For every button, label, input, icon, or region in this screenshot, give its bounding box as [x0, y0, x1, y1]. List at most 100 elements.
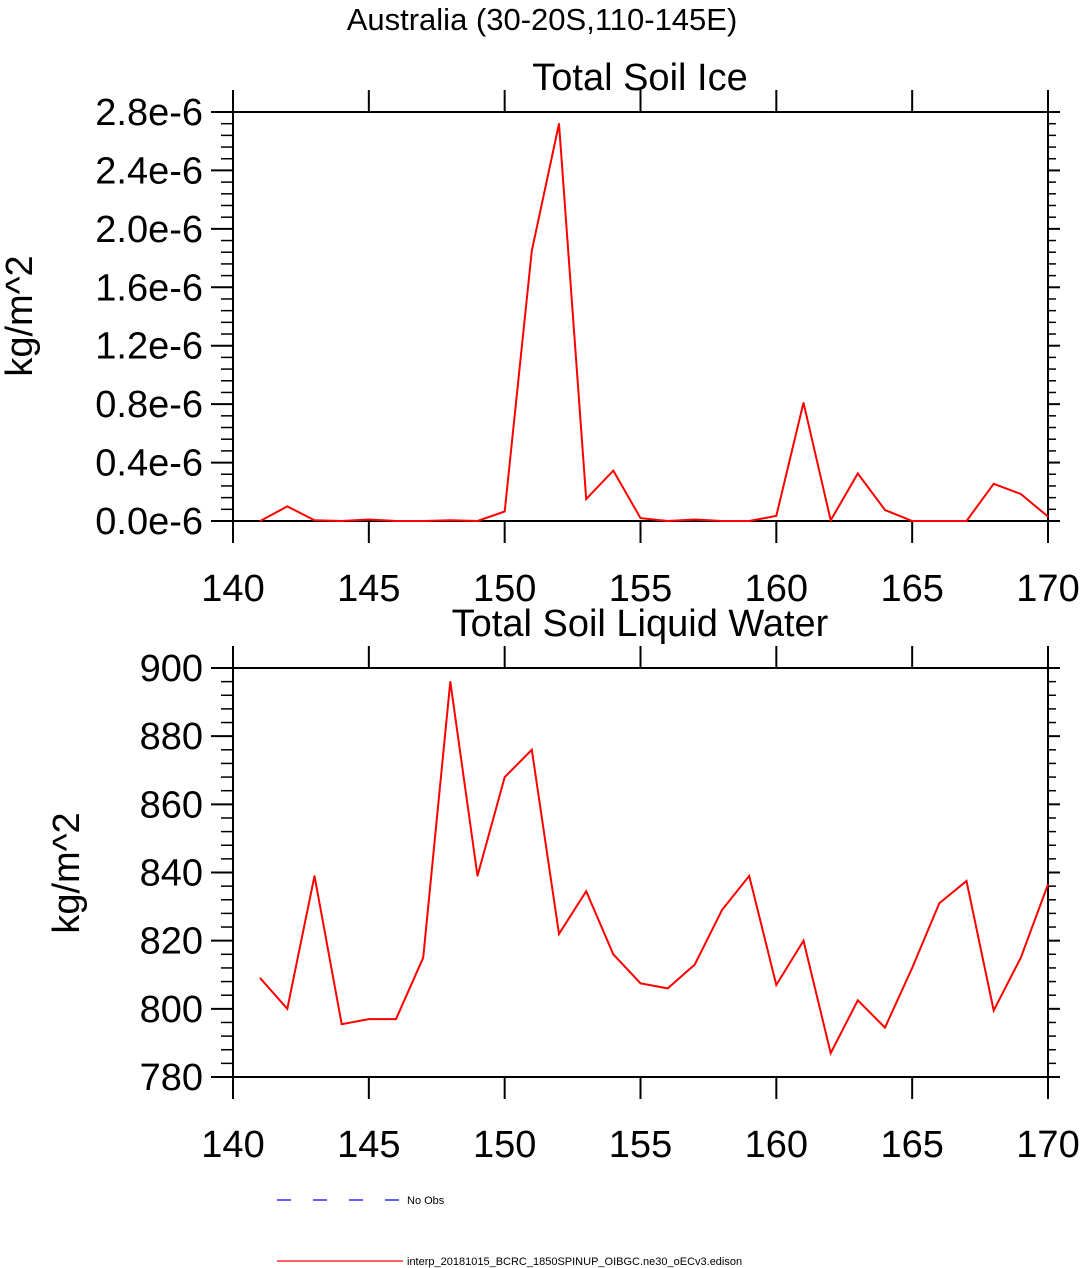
data-point-soil-liquid-water	[666, 987, 669, 990]
data-point-soil-ice	[775, 515, 778, 517]
x-tick-label-soil-ice: 170	[1016, 568, 1079, 610]
y-tick-label-soil-ice: 2.4e-6	[95, 150, 203, 192]
x-tick-label-soil-ice: 165	[880, 568, 943, 610]
x-tick-label-soil-ice: 150	[473, 568, 536, 610]
x-tick-label-soil-liquid-water: 145	[337, 1124, 400, 1166]
data-point-soil-ice	[503, 510, 506, 513]
data-point-soil-liquid-water	[340, 1023, 343, 1025]
plot-frame-soil-liquid-water	[232, 667, 1049, 1078]
data-point-soil-liquid-water	[585, 890, 587, 893]
x-tick-label-soil-ice: 160	[745, 568, 808, 610]
data-point-soil-ice	[666, 520, 669, 522]
y-tick-label-soil-ice: 0.4e-6	[95, 443, 203, 485]
data-point-soil-liquid-water	[558, 933, 560, 935]
data-point-soil-liquid-water	[422, 956, 424, 959]
y-tick-label-soil-liquid-water: 820	[140, 921, 203, 963]
data-point-soil-liquid-water	[829, 1052, 832, 1054]
y-tick-label-soil-liquid-water: 860	[140, 784, 203, 826]
legend: No Obs interp_20181015_BCRC_1850SPINUP_O…	[277, 1195, 742, 1268]
data-point-soil-ice	[585, 498, 587, 500]
y-tick-label-soil-ice: 2.0e-6	[95, 209, 203, 251]
data-point-soil-liquid-water	[476, 875, 479, 877]
data-point-soil-liquid-water	[639, 982, 642, 985]
data-point-soil-liquid-water	[938, 902, 941, 904]
data-point-soil-ice	[313, 519, 316, 522]
data-point-soil-ice	[694, 518, 696, 521]
data-point-soil-ice	[476, 520, 479, 522]
data-point-soil-liquid-water	[802, 939, 805, 942]
data-point-soil-ice	[965, 520, 968, 522]
y-tick-label-soil-liquid-water: 840	[140, 853, 203, 895]
data-point-soil-ice	[1020, 493, 1022, 495]
data-point-soil-ice	[884, 509, 886, 511]
x-tick-label-soil-liquid-water: 160	[745, 1124, 808, 1166]
data-point-soil-ice	[857, 472, 859, 475]
figure-title: Australia (30-20S,110-145E)	[347, 2, 738, 37]
data-point-soil-liquid-water	[449, 680, 452, 683]
data-point-soil-ice	[721, 520, 723, 522]
data-point-soil-liquid-water	[368, 1018, 370, 1020]
data-point-soil-liquid-water	[503, 776, 506, 778]
y-tick-label-soil-liquid-water: 880	[140, 716, 203, 758]
data-point-soil-liquid-water	[775, 984, 778, 986]
x-tick-label-soil-ice: 155	[609, 568, 672, 610]
y-tick-label-soil-ice: 2.8e-6	[95, 92, 203, 134]
y-tick-label-soil-ice: 1.2e-6	[95, 326, 203, 368]
data-point-soil-liquid-water	[884, 1026, 886, 1029]
series-line-soil-ice	[259, 123, 1049, 523]
data-point-soil-ice	[802, 401, 805, 404]
data-point-soil-liquid-water	[857, 999, 859, 1002]
panel-total-soil-liquid-water: Total Soil Liquid Water kg/m^2 140 145 150…	[46, 603, 1080, 1166]
data-point-soil-liquid-water	[965, 880, 968, 882]
x-tick-label-soil-liquid-water: 140	[201, 1124, 264, 1166]
panel-total-soil-ice: Total Soil Ice kg/m^2 140 145 150 155 160 165…	[0, 57, 1080, 610]
data-point-soil-ice	[748, 520, 750, 522]
data-point-soil-liquid-water	[721, 909, 723, 911]
plot-frame-soil-ice	[232, 111, 1049, 522]
data-point-soil-ice	[368, 518, 370, 521]
data-point-soil-ice	[639, 517, 642, 519]
data-point-soil-liquid-water	[1047, 883, 1049, 886]
y-axis-label-soil-ice: kg/m^2	[0, 255, 41, 376]
y-axis-label-soil-liquid-water: kg/m^2	[46, 812, 88, 933]
legend-label-model-run: interp_20181015_BCRC_1850SPINUP_OIBGC.ne…	[407, 1256, 742, 1268]
y-tick-label-soil-liquid-water: 800	[140, 989, 203, 1031]
data-point-soil-liquid-water	[313, 875, 316, 877]
data-point-soil-ice	[911, 520, 913, 522]
data-point-soil-liquid-water	[911, 967, 913, 969]
data-point-soil-ice	[286, 505, 289, 508]
y-tick-label-soil-ice: 0.8e-6	[95, 384, 203, 426]
data-point-soil-ice	[449, 519, 452, 522]
data-point-soil-liquid-water	[286, 1008, 289, 1010]
data-point-soil-liquid-water	[1020, 956, 1022, 959]
x-tick-label-soil-liquid-water: 170	[1016, 1124, 1079, 1166]
data-point-soil-ice	[612, 469, 615, 472]
x-tick-label-soil-liquid-water: 165	[880, 1124, 943, 1166]
data-point-soil-liquid-water	[748, 875, 750, 877]
x-tick-label-soil-ice: 145	[337, 568, 400, 610]
data-point-soil-ice	[829, 519, 832, 522]
x-tick-label-soil-liquid-water: 150	[473, 1124, 536, 1166]
data-point-soil-liquid-water	[395, 1018, 397, 1020]
data-point-soil-liquid-water	[531, 749, 533, 751]
legend-label-no-obs: No Obs	[407, 1195, 445, 1207]
data-point-soil-liquid-water	[259, 977, 261, 979]
x-tick-label-soil-ice: 140	[201, 568, 264, 610]
data-point-soil-ice	[558, 122, 560, 125]
data-point-soil-ice	[992, 482, 995, 485]
y-tick-label-soil-liquid-water: 900	[140, 648, 203, 690]
data-point-soil-liquid-water	[992, 1009, 995, 1012]
data-point-soil-ice	[422, 520, 424, 522]
data-point-soil-liquid-water	[694, 963, 696, 966]
data-point-soil-ice	[340, 520, 343, 522]
series-line-soil-liquid-water	[259, 681, 1049, 1056]
y-tick-label-soil-ice: 1.6e-6	[95, 267, 203, 309]
data-point-soil-ice	[531, 249, 533, 252]
data-point-soil-ice	[938, 520, 941, 522]
y-tick-label-soil-liquid-water: 780	[140, 1057, 203, 1099]
data-point-soil-liquid-water	[612, 953, 615, 956]
data-point-soil-ice	[259, 520, 261, 522]
y-tick-label-soil-ice: 0.0e-6	[95, 501, 203, 543]
x-tick-label-soil-liquid-water: 155	[609, 1124, 672, 1166]
